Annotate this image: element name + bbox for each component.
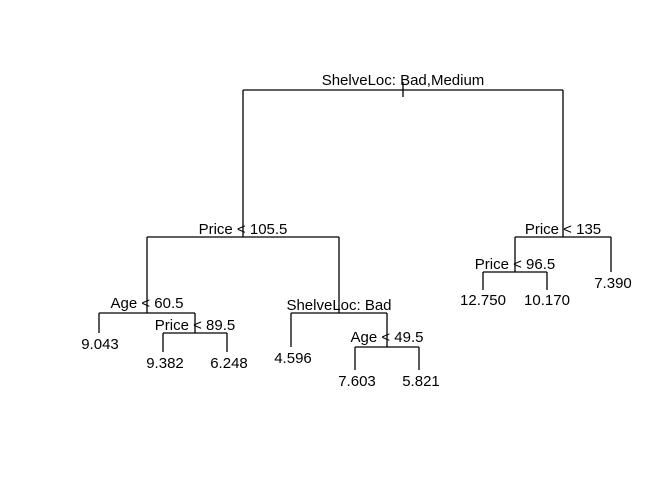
leaf-value-7603: 7.603 xyxy=(338,373,376,390)
split-left-left xyxy=(98,312,196,333)
split-label-left-right-right: Age < 49.5 xyxy=(351,329,424,346)
split-label-left-right: ShelveLoc: Bad xyxy=(286,297,391,314)
split-label-right-left: Price < 96.5 xyxy=(475,256,555,273)
split-right-left xyxy=(482,271,548,290)
split-right xyxy=(514,236,612,272)
split-left-left-right xyxy=(162,332,228,352)
split-left-right xyxy=(290,312,388,347)
leaf-value-4596: 4.596 xyxy=(274,350,312,367)
split-label-left-left: Age < 60.5 xyxy=(111,295,184,312)
split-root xyxy=(242,82,564,237)
leaf-value-9043: 9.043 xyxy=(81,336,119,353)
leaf-value-12750: 12.750 xyxy=(460,292,506,309)
leaf-value-6248: 6.248 xyxy=(210,355,248,372)
split-label-right: Price < 135 xyxy=(525,221,601,238)
split-left-right-right xyxy=(354,346,420,370)
leaf-value-5821: 5.821 xyxy=(402,373,440,390)
split-label-root: ShelveLoc: Bad,Medium xyxy=(322,72,485,89)
leaf-value-9382: 9.382 xyxy=(146,355,184,372)
split-left xyxy=(146,236,340,313)
leaf-value-10170: 10.170 xyxy=(524,292,570,309)
split-label-left-left-right: Price < 89.5 xyxy=(155,317,235,334)
leaf-value-7390: 7.390 xyxy=(594,275,632,292)
split-label-left: Price < 105.5 xyxy=(199,221,288,238)
